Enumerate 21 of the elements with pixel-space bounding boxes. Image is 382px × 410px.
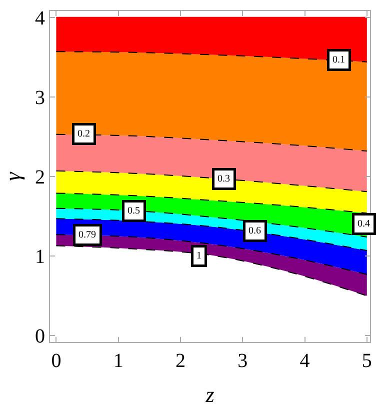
y-tick-label: 2	[35, 166, 45, 188]
x-tick-label: 4	[300, 350, 310, 372]
x-tick-label: 2	[175, 350, 186, 372]
x-tick-label: 0	[51, 350, 62, 372]
y-axis-title: γ	[0, 170, 25, 181]
y-tick-label: 3	[35, 86, 45, 109]
annotation: 0.5	[128, 206, 140, 216]
annotation: 0.4	[358, 218, 370, 230]
annotation: 0.3	[218, 174, 230, 184]
annotation: 1	[196, 250, 202, 262]
annotation: 0.6	[248, 226, 261, 236]
x-tick-label: 1	[113, 350, 124, 372]
annotation: 0.2	[78, 128, 90, 140]
y-tick-label: 1	[35, 246, 45, 268]
x-tick-label: 5	[362, 350, 372, 372]
x-tick-label: 3	[238, 350, 248, 372]
annotation: 0.1	[332, 54, 345, 66]
y-tick-label: 0	[35, 326, 45, 348]
annotation: 0.79	[78, 230, 96, 240]
x-axis-title: z	[204, 382, 215, 407]
y-tick-label: 4	[35, 7, 45, 30]
